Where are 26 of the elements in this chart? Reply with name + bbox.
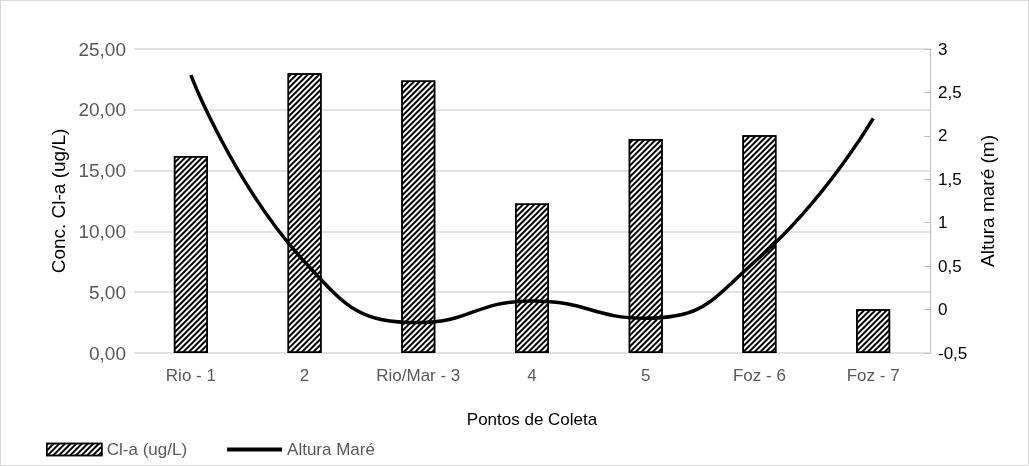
y2-tick-label: 2 <box>938 126 948 146</box>
legend-label: Altura Maré <box>287 440 375 459</box>
y-axis-title: Conc. Cl-a (ug/L) <box>47 128 69 274</box>
y-tick-label: 25,00 <box>78 38 126 60</box>
x-axis-title: Pontos de Coleta <box>466 410 598 429</box>
y2-tick-label: 0 <box>938 300 948 320</box>
x-tick-label: Rio/Mar - 3 <box>376 366 461 385</box>
y-tick-label: 15,00 <box>78 160 126 182</box>
x-tick-label: Foz - 6 <box>732 366 786 385</box>
y2-tick-label: 2,5 <box>938 82 962 102</box>
y-tick-label: 0,00 <box>89 342 126 364</box>
y2-tick-label: 0,5 <box>938 256 962 276</box>
x-tick-label: 5 <box>640 366 651 385</box>
y-tick-label: 5,00 <box>89 281 126 303</box>
x-tick-label: Foz - 7 <box>846 366 900 385</box>
y2-tick-label: 1 <box>938 213 948 233</box>
x-tick-label: 2 <box>299 366 310 385</box>
y-tick-label: 20,00 <box>78 99 126 121</box>
x-tick-label: 4 <box>527 366 537 385</box>
y2-axis-title: Altura maré (m) <box>977 135 999 267</box>
y2-tick-label: 1,5 <box>938 169 962 189</box>
y-tick-label: 10,00 <box>78 220 126 242</box>
y2-tick-label: -0,5 <box>938 343 968 363</box>
x-tick-label: Rio - 1 <box>165 366 216 385</box>
y2-tick-label: 3 <box>938 39 948 59</box>
legend-label: Cl-a (ug/L) <box>106 440 188 459</box>
